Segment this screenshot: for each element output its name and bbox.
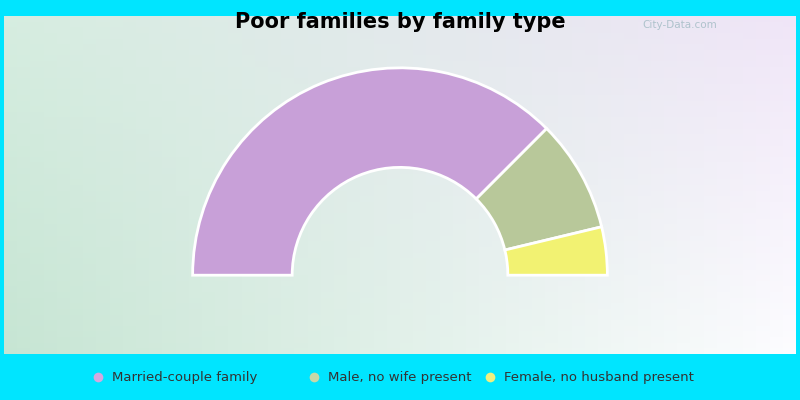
Text: Married-couple family: Married-couple family xyxy=(112,370,258,384)
Wedge shape xyxy=(476,128,602,250)
Text: Female, no husband present: Female, no husband present xyxy=(504,370,694,384)
Text: City-Data.com: City-Data.com xyxy=(642,20,718,30)
Text: Poor families by family type: Poor families by family type xyxy=(234,12,566,32)
Wedge shape xyxy=(505,227,607,275)
Text: Male, no wife present: Male, no wife present xyxy=(328,370,471,384)
Wedge shape xyxy=(193,68,546,275)
